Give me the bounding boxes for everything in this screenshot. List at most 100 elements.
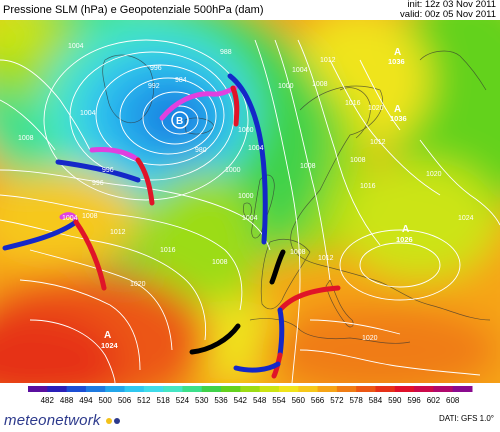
legend-color-swatch — [278, 386, 299, 392]
isobar-label: 1004 — [80, 110, 96, 117]
legend-color-swatch — [182, 386, 203, 392]
legend-color-swatch — [163, 386, 183, 392]
isobar-label: 996 — [150, 65, 162, 72]
legend-color-swatch — [240, 386, 261, 392]
legend-tick-label: 590 — [388, 396, 402, 405]
legend-tick-label: 554 — [272, 396, 286, 405]
legend-color-swatch — [317, 386, 338, 392]
isobar-label: 1008 — [350, 157, 366, 164]
legend-color-swatch — [433, 386, 454, 392]
occluded-front — [89, 147, 141, 163]
legend-tick-label: 578 — [349, 396, 363, 405]
cold-front — [2, 219, 79, 251]
legend-color-swatch — [28, 386, 48, 392]
isobar-label: 1012 — [110, 229, 126, 236]
high-pressure-center: A 1036 — [388, 47, 405, 66]
isobar-label: 1004 — [292, 67, 308, 74]
stationary-front — [269, 249, 286, 285]
isobar-label: 1000 — [238, 127, 254, 134]
isobar-label: 1004 — [248, 145, 264, 152]
legend-color-swatch — [124, 386, 145, 392]
isobar-label: 1000 — [225, 167, 241, 174]
legend-color-swatch — [85, 386, 106, 392]
header: Pressione SLM (hPa) e Geopotenziale 500h… — [0, 0, 500, 20]
legend-tick-label: 524 — [176, 396, 190, 405]
isobar-label: 996 — [92, 180, 104, 187]
cold-front — [227, 73, 268, 245]
footer: meteonetwork DATI: GFS 1.0° — [0, 408, 500, 432]
valid-time: valid: 00z 05 Nov 2011 — [400, 9, 496, 20]
meteonetwork-logo: meteonetwork — [4, 412, 123, 429]
isobar-label: 1008 — [82, 213, 98, 220]
legend-color-swatch — [66, 386, 87, 392]
isobar-label: 1012 — [318, 255, 334, 262]
warm-front — [73, 219, 107, 291]
stationary-front — [189, 323, 241, 355]
legend-color-swatch — [201, 386, 222, 392]
legend-tick-label: 572 — [330, 396, 344, 405]
legend-tick-label: 608 — [446, 396, 460, 405]
legend-color-swatch — [375, 386, 396, 392]
isobar-labels: 1004 996 992 984 980 988 996 1000 1004 1… — [18, 43, 474, 342]
pressure-centers: A 1024 B A 1026 A 1036 A 1036 — [101, 47, 413, 350]
cold-front — [277, 307, 285, 358]
isobar-label: 1012 — [320, 57, 336, 64]
isobar-label: 984 — [175, 77, 187, 84]
high-pressure-center: A 1024 — [101, 330, 119, 350]
isobar-label: 1020 — [368, 105, 384, 112]
svg-text:A: A — [394, 104, 401, 115]
legend-color-swatch — [336, 386, 357, 392]
legend-color-swatch — [221, 386, 241, 392]
isobar-label: 988 — [220, 49, 232, 56]
legend-tick-label: 560 — [292, 396, 306, 405]
isobar-label: 1020 — [362, 335, 378, 342]
legend-tick-label: 512 — [137, 396, 151, 405]
legend-tick-label: 566 — [311, 396, 325, 405]
legend-color-swatch — [394, 386, 415, 392]
legend-tick-label: 536 — [214, 396, 228, 405]
isobar-label: 1020 — [130, 281, 146, 288]
svg-text:A: A — [402, 224, 409, 235]
cold-front — [233, 361, 281, 373]
high-pressure-center: A 1036 — [390, 104, 407, 123]
legend-color-swatch — [105, 386, 126, 392]
isobar-label: 1016 — [345, 100, 361, 107]
occluded-front — [159, 85, 238, 121]
isobar-label: 1020 — [426, 171, 442, 178]
legend-tick-label: 602 — [427, 396, 441, 405]
color-legend: 482 488 494 500 506 512 518 524 530 536 542 548 554 5… — [28, 386, 473, 405]
logo-text: meteonetwork — [4, 412, 101, 429]
isobar-label: 1016 — [360, 183, 376, 190]
legend-color-swatch — [143, 386, 164, 392]
isobar-label: 1008 — [300, 163, 316, 170]
svg-text:1024: 1024 — [101, 341, 119, 350]
isobar-label: 1004 — [68, 43, 84, 50]
isobar-label: 1016 — [160, 247, 176, 254]
cold-front — [55, 159, 141, 183]
fronts — [2, 73, 341, 379]
legend-color-swatch — [414, 386, 434, 392]
legend-tick-label: 584 — [369, 396, 383, 405]
legend-color-swatch — [259, 386, 280, 392]
isobar-label: 1004 — [62, 215, 78, 222]
svg-text:A: A — [104, 330, 111, 341]
legend-tick-label: 506 — [118, 396, 132, 405]
weather-map: 1004 996 992 984 980 988 996 1000 1004 1… — [0, 20, 500, 383]
isobar-label: 1008 — [18, 135, 34, 142]
data-credit: DATI: GFS 1.0° — [438, 414, 494, 423]
isobar-label: 980 — [195, 147, 207, 154]
isobar-label: 996 — [102, 167, 114, 174]
legend-tick-label: 500 — [99, 396, 113, 405]
isobar-label: 1000 — [238, 193, 254, 200]
high-pressure-center: A 1026 — [396, 224, 413, 244]
legend-color-swatch — [452, 386, 473, 392]
warm-front — [230, 85, 240, 127]
legend-tick-label: 488 — [60, 396, 74, 405]
legend-color-swatch — [298, 386, 319, 392]
legend-color-swatch — [356, 386, 376, 392]
logo-dots-icon — [106, 418, 120, 425]
geopotential-field — [0, 20, 500, 383]
legend-tick-label: 494 — [79, 396, 93, 405]
isobar-label: 1000 — [278, 83, 294, 90]
isobars — [0, 39, 500, 383]
